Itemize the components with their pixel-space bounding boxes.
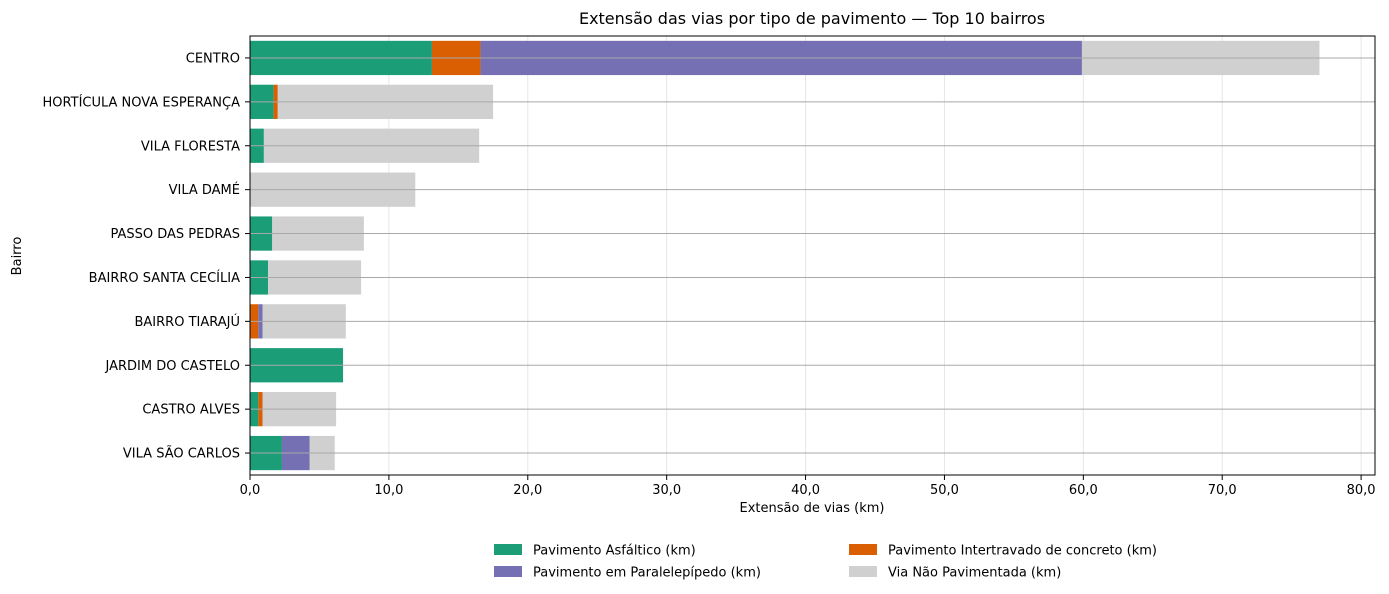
x-tick-label: 20,0 — [513, 483, 542, 498]
legend-swatch — [849, 544, 877, 555]
legend-swatch — [494, 566, 522, 577]
x-tick-label: 30,0 — [652, 483, 681, 498]
chart-title: Extensão das vias por tipo de pavimento … — [579, 9, 1045, 28]
bars — [250, 40, 1375, 471]
legend-label: Pavimento Intertravado de concreto (km) — [888, 544, 1157, 559]
legend-swatch — [849, 566, 877, 577]
y-tick-label: JARDIM DO CASTELO — [105, 359, 241, 374]
legend-label: Pavimento Asfáltico (km) — [533, 544, 696, 559]
y-tick-label: VILA FLORESTA — [141, 139, 240, 154]
y-axis-title: Bairro — [10, 237, 25, 276]
y-tick-label: PASSO DAS PEDRAS — [110, 227, 240, 242]
legend-swatch — [494, 544, 522, 555]
y-tick-label: BAIRRO TIARAJÚ — [135, 314, 241, 330]
x-axis-title: Extensão de vias (km) — [740, 501, 885, 516]
x-tick-label: 40,0 — [791, 483, 820, 498]
x-tick-label: 70,0 — [1208, 483, 1237, 498]
x-tick-label: 0,0 — [240, 483, 261, 498]
x-tick-label: 60,0 — [1069, 483, 1098, 498]
y-axis: CENTRO HORTÍCULA NOVA ESPERANÇA VILA FLORE… — [43, 51, 250, 462]
y-tick-label: CASTRO ALVES — [142, 403, 240, 418]
plot-frame — [249, 35, 1376, 476]
legend: Pavimento Asfáltico (km) Pavimento em Par… — [494, 544, 1157, 581]
x-tick-label: 50,0 — [930, 483, 959, 498]
y-tick-label: VILA DAMÉ — [169, 182, 240, 198]
y-tick-label: CENTRO — [186, 51, 240, 66]
legend-label: Pavimento em Paralelepípedo (km) — [533, 566, 761, 581]
y-tick-label: BAIRRO SANTA CECÍLIA — [89, 270, 240, 286]
legend-label: Via Não Pavimentada (km) — [888, 566, 1061, 581]
x-tick-label: 10,0 — [374, 483, 403, 498]
y-tick-label: VILA SÃO CARLOS — [123, 446, 240, 462]
y-tick-label: HORTÍCULA NOVA ESPERANÇA — [43, 94, 241, 110]
x-axis: 0,0 10,0 20,0 30,0 40,0 50,0 60,0 70,0 80,0 — [240, 475, 1376, 498]
x-tick-label: 80,0 — [1347, 483, 1376, 498]
